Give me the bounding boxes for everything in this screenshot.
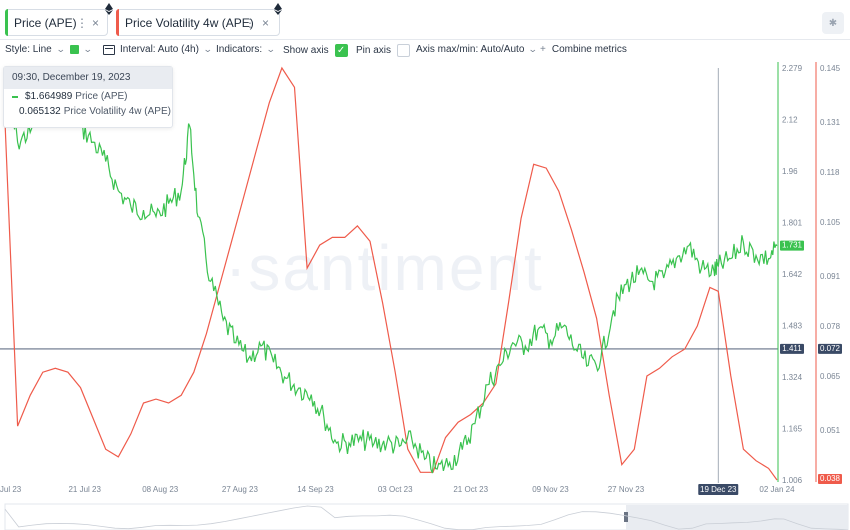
indicators-dropdown[interactable]: Indicators: ⌄ [216, 44, 276, 55]
price-legend-dash [12, 95, 18, 98]
combine-metrics-button[interactable]: + Combine metrics [540, 44, 627, 55]
crosshair-price-label-box [780, 343, 804, 354]
metric-tab-volatility-label: Price Volatility 4w (APE) [125, 15, 254, 30]
x-axis-tick-label: 27 Nov 23 [608, 485, 645, 494]
interval-dropdown[interactable]: Interval: Auto (4h) ⌄ [103, 44, 213, 55]
price-axis-tick-label: 1.483 [782, 322, 803, 331]
show-axis-label: Show axis [283, 45, 329, 56]
price-axis-tick-label: 2.12 [782, 115, 798, 124]
metrics-tab-bar: Price (APE) ⋮ × Price Volatility 4w (APE… [0, 0, 850, 40]
price-axis-tick-label: 2.279 [782, 64, 803, 73]
tooltip-volatility-name: Price Volatility 4w (APE) [63, 106, 171, 117]
volatility-axis-tick-label: 0.145 [820, 64, 841, 73]
color-picker[interactable]: ⌄ [70, 44, 93, 55]
volatility-axis-tick-label: 0.065 [820, 372, 841, 381]
crosshair-price-label: 1.411 [782, 344, 802, 353]
more-options-icon[interactable]: ⋮ [244, 16, 256, 30]
combine-metrics-label: Combine metrics [551, 44, 627, 55]
close-icon[interactable]: × [262, 16, 270, 30]
x-axis-tick-label: 14 Sep 23 [297, 485, 334, 494]
ethereum-icon [274, 3, 282, 15]
x-axis-tick-label: 27 Aug 23 [222, 485, 259, 494]
axis-minmax-dropdown[interactable]: Axis max/min: Auto/Auto ⌄ [416, 44, 539, 55]
range-navigator-selection[interactable] [626, 505, 848, 530]
calendar-icon [103, 44, 115, 55]
indicators-label: Indicators: [216, 44, 263, 55]
chevron-down-icon: ⌄ [82, 44, 93, 54]
pin-axis-label: Pin axis [356, 45, 392, 56]
volatility-axis-tick-label: 0.131 [820, 118, 841, 127]
volatility-axis-tick-label: 0.091 [820, 272, 841, 281]
x-axis-tick-label: 09 Nov 23 [532, 485, 569, 494]
volatility-last-value-label: 0.038 [820, 474, 841, 483]
plus-icon: + [540, 44, 546, 55]
chevron-down-icon: ⌄ [55, 44, 66, 54]
ethereum-icon [105, 3, 113, 15]
price-axis-tick-label: 1.165 [782, 425, 803, 434]
data-tooltip: 09:30, December 19, 2023 $1.664989 Price… [3, 66, 173, 128]
crosshair-volatility-label: 0.072 [820, 344, 841, 353]
price-series-line [4, 86, 778, 474]
settings-button[interactable]: ✱ [822, 12, 844, 34]
price-last-value-label: 1.731 [782, 241, 803, 250]
metric-tab-price[interactable]: Price (APE) ⋮ × [5, 3, 113, 36]
tooltip-price-value: $1.664989 [25, 91, 73, 102]
style-label: Style: Line [5, 44, 52, 55]
santiment-watermark: ·santiment [225, 232, 544, 304]
chevron-down-icon: ⌄ [202, 44, 213, 54]
x-axis-tick-label: 21 Oct 23 [453, 485, 488, 494]
chevron-down-icon: ⌄ [266, 44, 276, 54]
chart-toolbar: Style: Line ⌄ ⌄ Interval: Auto (4h) ⌄ Indi… [0, 40, 850, 62]
interval-label: Interval: Auto (4h) [120, 44, 199, 55]
x-axis-tick-label: 03 Oct 23 [378, 485, 413, 494]
more-options-icon[interactable]: ⋮ [76, 16, 88, 30]
color-swatch [70, 45, 79, 54]
show-axis-checkbox[interactable]: ✓ [334, 44, 348, 57]
x-axis-tick-label: 08 Aug 23 [142, 485, 179, 494]
pin-axis-toggle[interactable]: Pin axis [356, 44, 411, 57]
tooltip-volatility-value: 0.065132 [19, 106, 61, 117]
pin-axis-checkbox[interactable] [397, 44, 411, 57]
volatility-last-value-label-box [818, 474, 842, 484]
range-navigator-handle[interactable] [624, 512, 628, 522]
price-axis-tick-label: 1.324 [782, 373, 803, 382]
chevron-down-icon: ⌄ [528, 44, 539, 54]
volatility-series-line [4, 66, 778, 481]
close-icon[interactable]: × [92, 16, 100, 30]
price-last-value-label-box [780, 240, 804, 251]
metric-tab-volatility[interactable]: Price Volatility 4w (APE) ⋮ × [116, 3, 282, 36]
price-axis-tick-label: 1.006 [782, 476, 803, 485]
tooltip-price-name: Price (APE) [75, 91, 128, 102]
price-color-marker [5, 9, 8, 36]
crosshair-volatility-label-box [818, 343, 842, 354]
volatility-axis-tick-label: 0.078 [820, 322, 841, 331]
volatility-axis-tick-label: 0.051 [820, 426, 841, 435]
volatility-axis-tick-label: 0.105 [820, 218, 841, 227]
volatility-axis-tick-label: 0.118 [820, 168, 840, 177]
x-axis-tick-label: 21 Jul 23 [68, 485, 101, 494]
x-axis-tick-label: 02 Jan 24 [759, 485, 795, 494]
price-axis-tick-label: 1.642 [782, 270, 803, 279]
price-axis-tick-label: 1.96 [782, 167, 798, 176]
crosshair-date-label-box [698, 484, 739, 495]
tooltip-row-volatility: 0.065132 Price Volatility 4w (APE) [4, 104, 172, 119]
crosshair-date-label: 19 Dec 23 [700, 485, 737, 494]
tooltip-date: 09:30, December 19, 2023 [4, 67, 172, 89]
x-axis-tick-label: 02 Jul 23 [0, 485, 22, 494]
metric-tab-price-label: Price (APE) [14, 15, 77, 30]
price-axis-tick-label: 1.801 [782, 219, 803, 228]
style-dropdown[interactable]: Style: Line ⌄ [5, 44, 66, 55]
gear-icon: ✱ [828, 17, 838, 29]
tooltip-row-price: $1.664989 Price (APE) [4, 89, 172, 104]
range-navigator-volatility-line [4, 505, 849, 530]
show-axis-toggle[interactable]: Show axis ✓ [283, 44, 348, 57]
volatility-color-marker [116, 9, 119, 36]
axis-minmax-label: Axis max/min: Auto/Auto [416, 44, 525, 55]
